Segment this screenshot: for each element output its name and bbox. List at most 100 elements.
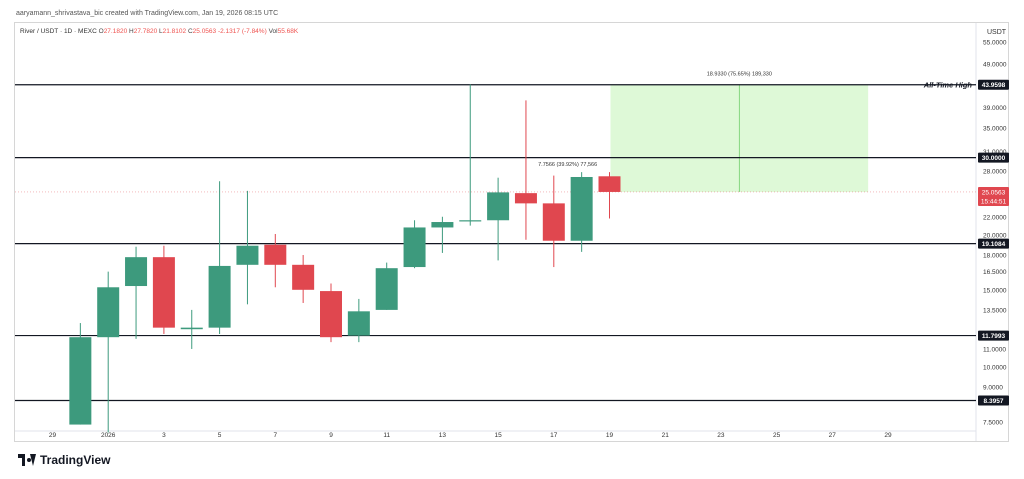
price-tick-label: 20.0000	[983, 232, 1007, 239]
time-tick-label: 17	[550, 432, 558, 439]
price-tick-label: 39.0000	[983, 105, 1007, 112]
last-price-tag	[978, 186, 1009, 206]
price-tick-label: 18.0000	[983, 253, 1007, 260]
candle-up	[347, 298, 370, 343]
price-tick-label: 7.5000	[983, 420, 1003, 427]
legend-close: 25.0563	[192, 28, 217, 35]
candle-body	[208, 265, 231, 328]
legend-high-label: H	[129, 28, 134, 35]
time-tick-label: 15	[494, 432, 502, 439]
price-level-value: 19.1084	[982, 241, 1006, 248]
candle-body	[514, 193, 537, 204]
candle-body	[542, 203, 565, 241]
time-tick-label: 9	[329, 432, 333, 439]
price-tick-label: 55.0000	[983, 40, 1007, 47]
candle-body	[431, 222, 454, 228]
price-tick-label: 15.0000	[983, 287, 1007, 294]
price-level-tag	[978, 238, 1009, 249]
price-tick-label: 13.5000	[983, 307, 1007, 314]
candle-up	[431, 216, 454, 253]
candle-down	[598, 172, 621, 219]
time-tick-label: 25	[773, 432, 781, 439]
price-level-note: All-Time High	[923, 81, 973, 90]
candle-up	[375, 262, 398, 310]
time-tick-label: 21	[662, 432, 670, 439]
price-tick-label: 35.0000	[983, 126, 1007, 133]
brand-name: TradingView	[40, 453, 111, 467]
time-tick-label: 29	[49, 432, 57, 439]
price-tick-label: 28.0000	[983, 168, 1007, 175]
move-annotation-label: 7.7566 (39.92%) 77,566	[538, 162, 597, 168]
chart-credit: aaryamann_shrivastava_bic created with T…	[16, 10, 279, 17]
candle-body	[375, 268, 398, 310]
candle-body	[125, 257, 148, 287]
candle-body	[292, 264, 315, 290]
time-tick-label: 2026	[101, 432, 116, 439]
price-tick-label: 9.0000	[983, 385, 1003, 392]
time-tick-label: 27	[829, 432, 837, 439]
candle-down	[152, 245, 175, 334]
last-price-value: 25.0563	[982, 189, 1006, 196]
legend-change: -2.1317 (-7.84%)	[217, 28, 267, 35]
time-tick-label: 3	[162, 432, 166, 439]
candle-down	[320, 283, 342, 343]
candle-body	[180, 327, 203, 330]
candle-body	[152, 257, 175, 328]
legend-low: 21.8102	[162, 28, 187, 35]
time-tick-label: 19	[606, 432, 614, 439]
currency-label: USDT	[987, 29, 1007, 36]
legend-high: 27.7820	[133, 28, 158, 35]
candle-up	[570, 172, 593, 252]
candle-up	[236, 190, 259, 305]
candle-down	[542, 175, 565, 268]
candle-up	[487, 177, 510, 261]
candle-down	[264, 233, 287, 288]
legend-vol-label: Vol	[268, 28, 278, 35]
candle-body	[487, 192, 510, 221]
candle-body	[403, 227, 426, 268]
price-level-value: 43.9598	[982, 82, 1006, 89]
legend-open-label: O	[98, 28, 104, 35]
time-tick-label: 7	[273, 432, 277, 439]
time-tick-label: 5	[218, 432, 222, 439]
price-level-value: 30.0000	[982, 155, 1006, 162]
price-level-tag	[978, 152, 1009, 163]
candle-up	[97, 271, 120, 433]
candle-up	[459, 84, 482, 226]
tradingview-brand: TradingView	[18, 453, 110, 467]
price-tick-label: 31.0000	[983, 149, 1007, 156]
legend-symbol[interactable]: River / USDT · 1D · MEXC	[20, 28, 97, 35]
candle-body	[69, 337, 92, 425]
time-tick-label: 13	[439, 432, 447, 439]
price-tick-label: 49.0000	[983, 62, 1007, 69]
target-range-label: 18.9330 (75.65%) 189,330	[707, 72, 772, 78]
bar-countdown: 15:44:51	[981, 198, 1007, 205]
legend-open: 27.1820	[103, 28, 128, 35]
time-tick-label: 23	[717, 432, 725, 439]
candle-body	[347, 311, 370, 336]
legend-close-label: C	[187, 28, 193, 35]
candle-body	[598, 176, 621, 192]
price-tick-label: 10.0000	[983, 365, 1007, 372]
price-tick-label: 22.0000	[983, 214, 1007, 221]
candle-up	[180, 309, 203, 349]
candle-body	[459, 220, 482, 222]
tradingview-logo-icon	[18, 454, 36, 466]
candle-down	[514, 100, 537, 240]
price-tick-label: 16.5000	[983, 269, 1007, 276]
chart-legend: River / USDT · 1D · MEXC O27.1820 H27.78…	[20, 28, 298, 35]
candle-up	[403, 220, 426, 269]
candle-body	[236, 245, 259, 265]
legend-low-label: L	[159, 28, 163, 35]
price-level-tag	[978, 395, 1009, 406]
legend-volume: 55.68K	[277, 28, 299, 35]
candle-body	[264, 244, 287, 265]
time-tick-label: 11	[383, 432, 390, 439]
price-tick-label: 11.0000	[983, 346, 1006, 353]
price-level-value: 11.7993	[982, 333, 1006, 340]
candle-up	[69, 323, 92, 425]
candle-up	[208, 181, 231, 334]
candle-up	[125, 246, 148, 339]
price-level-value: 8.3957	[984, 398, 1004, 405]
